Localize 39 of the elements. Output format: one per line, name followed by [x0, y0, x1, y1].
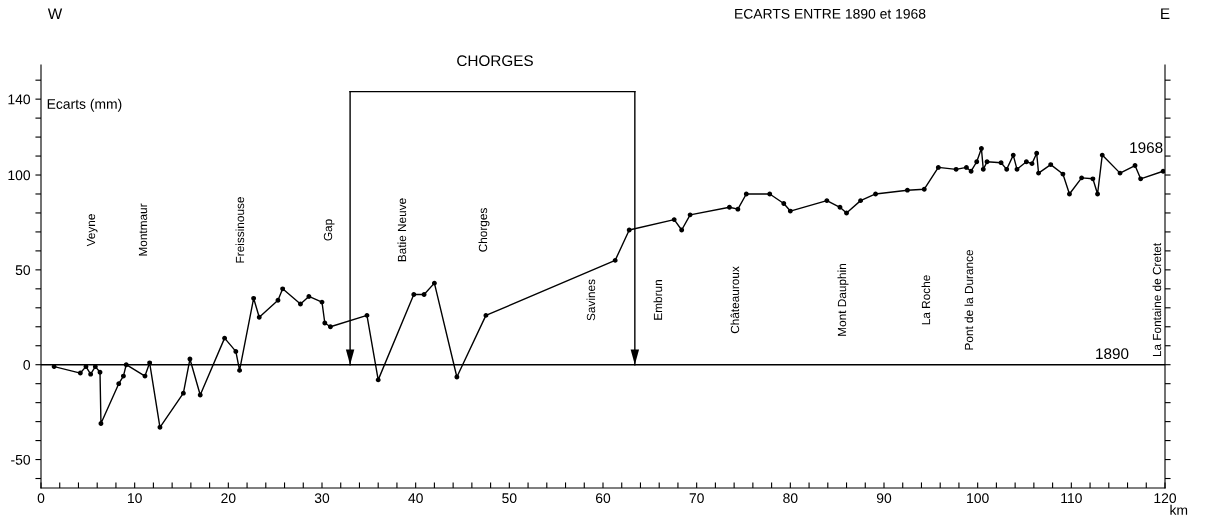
annotation: Pont de la Durance [964, 249, 974, 350]
x-tick-label: 80 [783, 493, 798, 504]
x-tick-label: 60 [595, 493, 611, 504]
annotation: Chorges [478, 208, 490, 252]
x-tick-label: 50 [502, 493, 517, 504]
x-tick-label: 90 [876, 493, 892, 504]
x-tick-label: 10 [128, 493, 142, 504]
annotation: Gap [323, 219, 335, 241]
annotation: La Fontaine de Cretet [1152, 242, 1162, 357]
y-tick-label: 50 [15, 265, 31, 276]
annotation: Veyne [86, 214, 98, 247]
x-tick-label: 70 [689, 493, 704, 504]
legend-label: 1968 [1130, 142, 1163, 154]
y-axis-title: Ecarts (mm) [47, 98, 122, 112]
text: E [1161, 8, 1170, 19]
x-tick-label: 110 [1061, 493, 1082, 504]
x-axis-title: km [1170, 504, 1188, 515]
annotation: Batie Neuve [397, 198, 407, 262]
annotation: 1890 [1096, 348, 1129, 360]
x-tick-label: 100 [967, 493, 989, 504]
x-tick-label: 40 [408, 493, 423, 504]
annotation: Montmaur [138, 203, 148, 256]
annotation: Freissinouse [235, 197, 245, 263]
y-tick-label: 0 [23, 360, 31, 370]
y-tick-label: -50 [11, 454, 31, 465]
annotation: Châteauroux [730, 266, 740, 334]
annotation: Mont Dauphin [837, 264, 849, 336]
x-tick-label: 30 [314, 493, 330, 504]
chart-title: ECARTS ENTRE 1890 et 1968 [735, 8, 926, 19]
x-tick-label: 0 [37, 493, 45, 504]
x-tick-label: 20 [221, 493, 236, 504]
annotation: La Roche [921, 275, 931, 325]
y-tick-label: 100 [8, 170, 31, 181]
annotation: Embrun [653, 280, 663, 320]
x-tick-label: 120 [1154, 493, 1177, 504]
text: W [47, 8, 63, 19]
annotation: Savines [586, 279, 596, 321]
annotation: CHORGES [457, 55, 533, 67]
y-tick-label: 140 [8, 94, 31, 105]
